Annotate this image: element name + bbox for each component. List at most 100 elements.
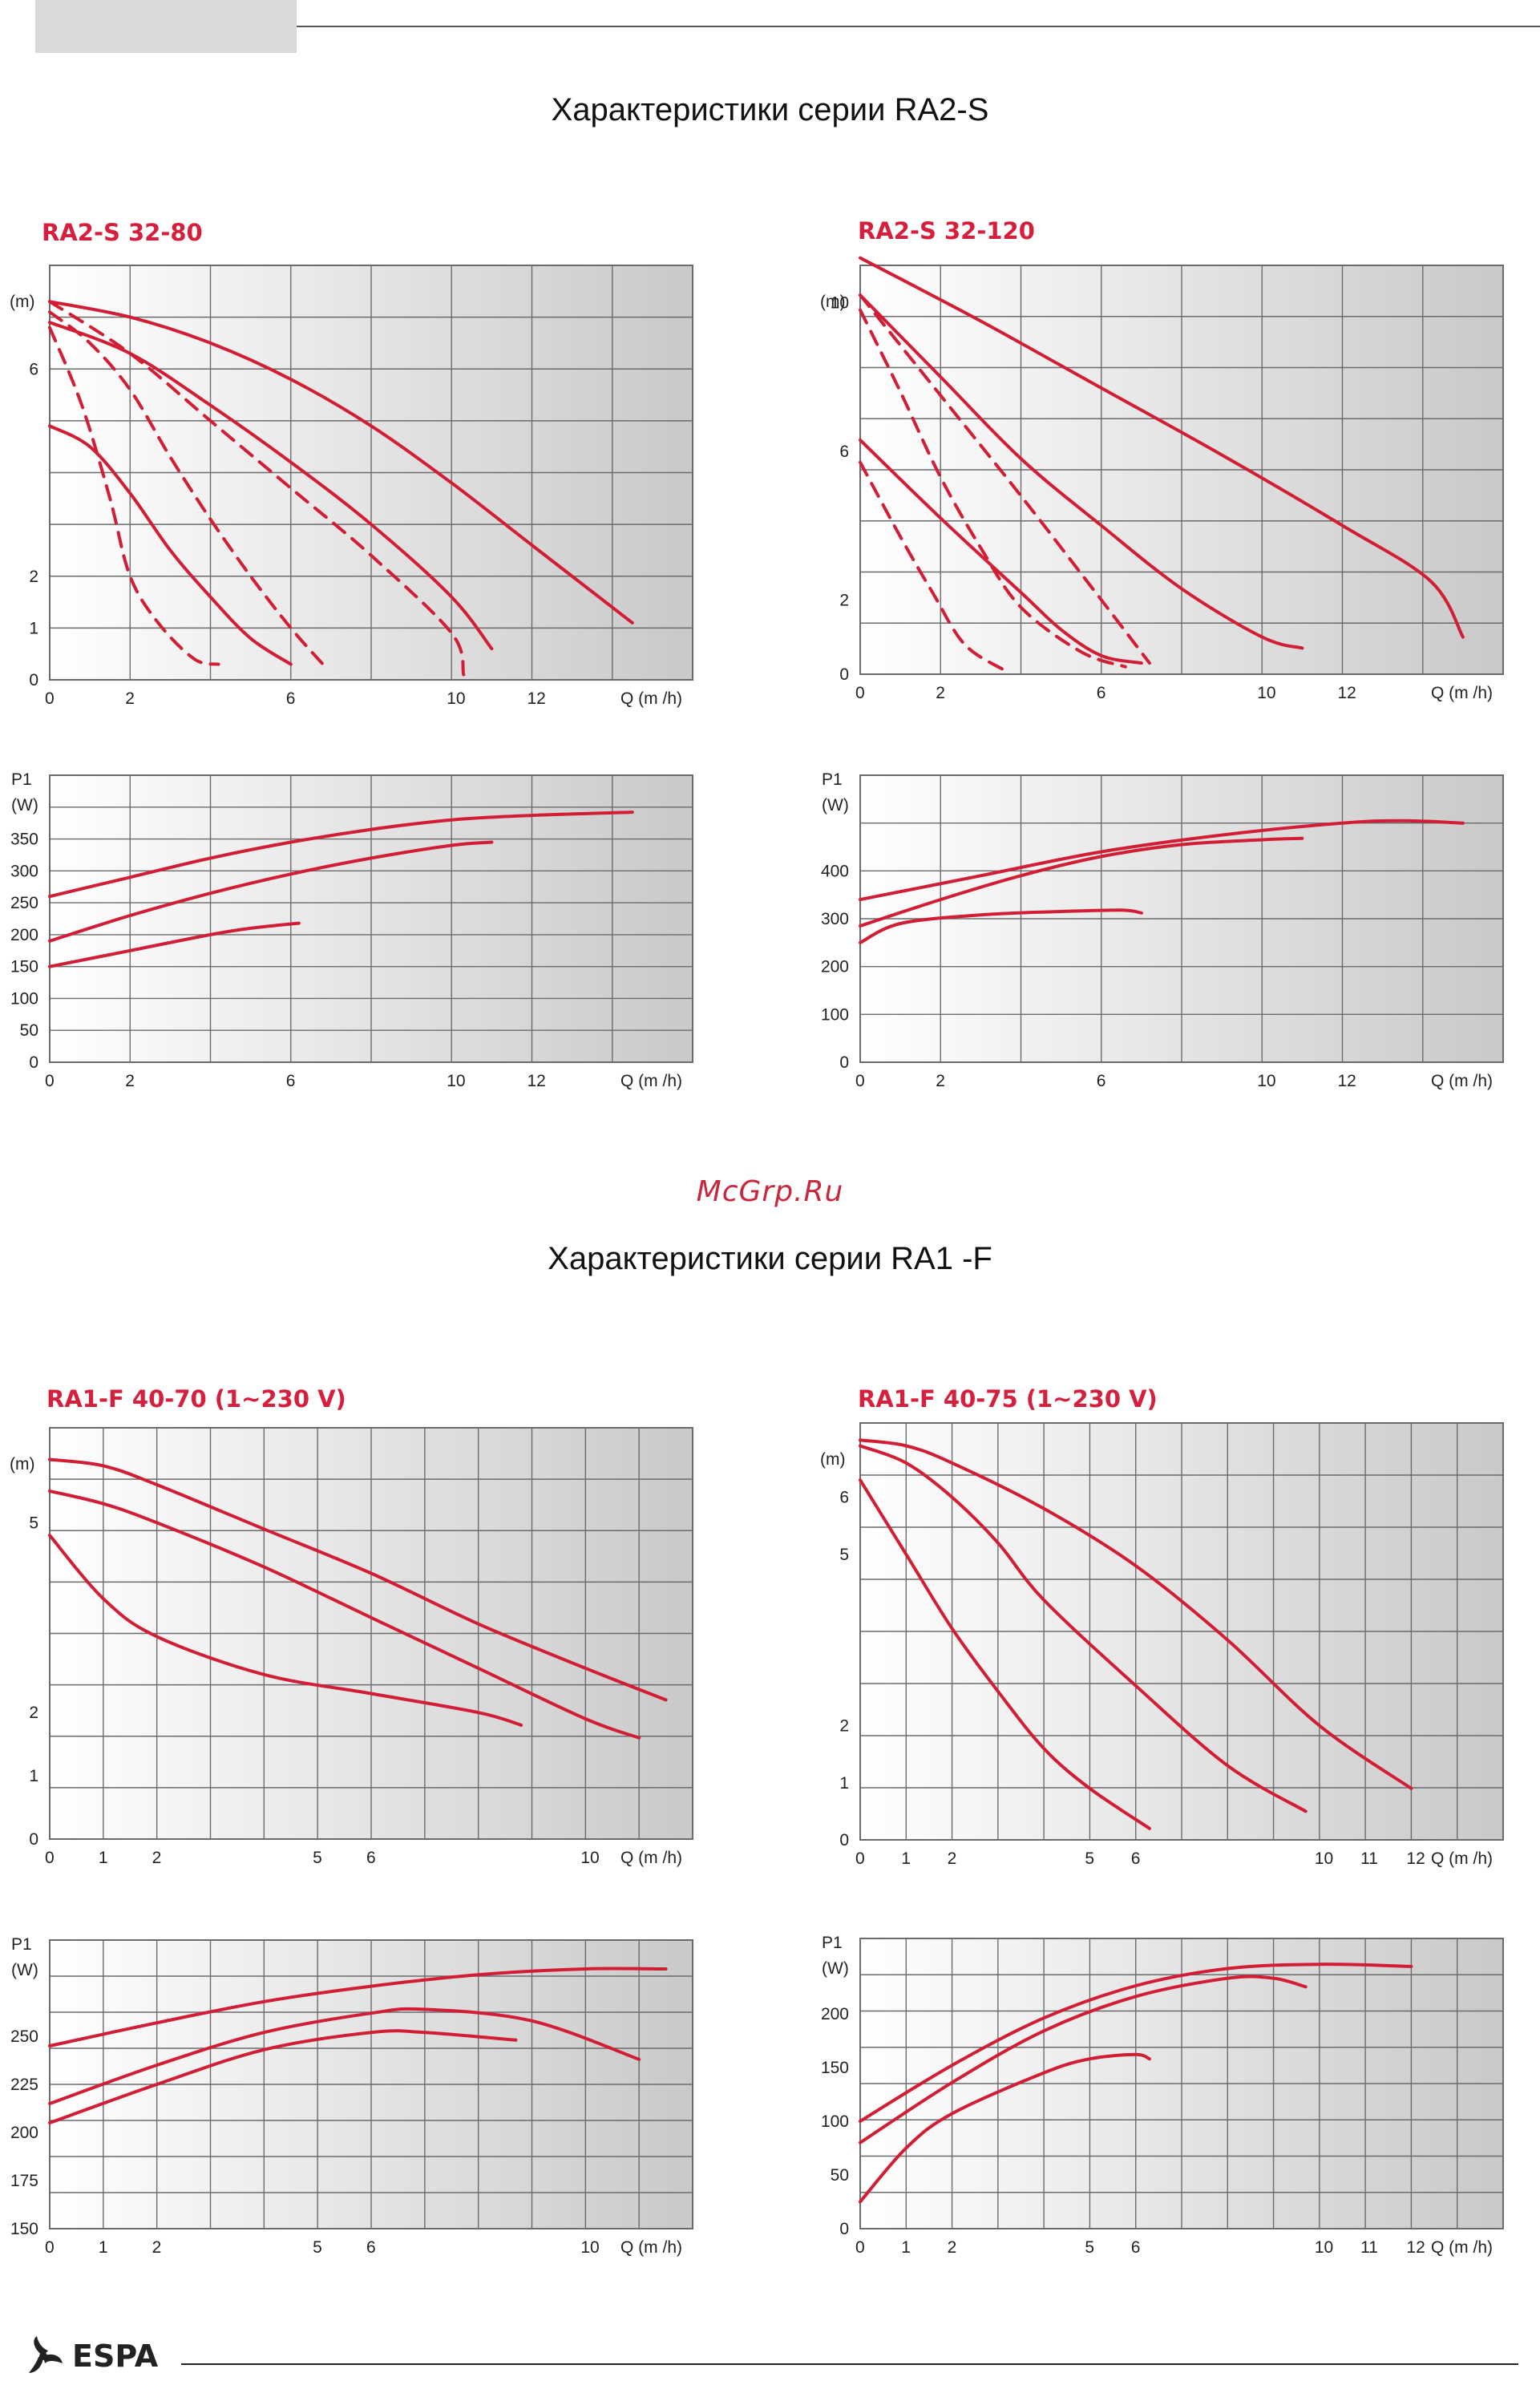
chart-model-title: RA2-S 32-80 xyxy=(42,219,203,246)
series-curve-2 xyxy=(859,2052,1151,2204)
x-tick-label: 5 xyxy=(313,1849,322,1867)
y-tick-label: 5 xyxy=(839,1546,849,1564)
y-axis-label: P1 xyxy=(822,770,843,789)
series-curve-2 xyxy=(48,921,301,968)
series-curve-2 xyxy=(48,424,293,666)
x-tick-label: 11 xyxy=(1360,2238,1378,2257)
y-tick-label: 300 xyxy=(10,862,38,880)
series-curve-3-dashed xyxy=(859,293,1151,665)
x-tick-label: 6 xyxy=(366,2238,376,2257)
x-tick-label: 1 xyxy=(99,1849,108,1867)
x-tick-label: 0 xyxy=(45,2238,55,2257)
x-tick-label: 6 xyxy=(1097,684,1106,702)
series-curve-0 xyxy=(48,300,634,625)
y-tick-label: 50 xyxy=(831,2166,849,2185)
x-tick-label: 10 xyxy=(447,1072,465,1090)
y-tick-label: 225 xyxy=(10,2076,38,2094)
x-axis-label: Q (m /h) xyxy=(1431,684,1493,702)
y-tick-label: 1 xyxy=(839,1774,849,1793)
y-axis-label: (W) xyxy=(11,796,38,815)
chart-power-5: 0 1 2 5 6 10 Q (m /h) 150 175 200 225 250 P1 (W) xyxy=(10,1935,693,2257)
chart-power-1: 0 2 6 10 12 Q (m /h) 0 50 100 150 200 250 300 350 P1 (W… xyxy=(10,770,693,1090)
y-axis-label: (m) xyxy=(820,1450,845,1469)
chart-model-title: RA2-S 32-120 xyxy=(858,217,1035,245)
series-curve-1 xyxy=(48,840,494,943)
y-tick-label: 0 xyxy=(29,1830,38,1849)
y-tick-label: 150 xyxy=(10,2220,38,2238)
y-axis-label: P1 xyxy=(11,1935,32,1954)
x-tick-label: 5 xyxy=(313,2238,322,2257)
series-curve-2 xyxy=(859,908,1143,944)
series-curve-2 xyxy=(859,1478,1151,1830)
series-curve-0 xyxy=(859,256,1465,639)
y-tick-label: 0 xyxy=(29,1053,38,1072)
y-tick-label: 100 xyxy=(10,989,38,1008)
y-tick-label: 200 xyxy=(821,958,849,976)
series-curve-1 xyxy=(859,1444,1308,1813)
y-tick-label: 6 xyxy=(839,1489,849,1507)
y-tick-label: 200 xyxy=(10,926,38,944)
x-tick-label: 10 xyxy=(580,2238,599,2257)
x-tick-label: 12 xyxy=(1338,684,1356,702)
x-tick-label: 0 xyxy=(855,2238,865,2257)
y-tick-label: 200 xyxy=(821,2005,849,2023)
x-tick-label: 5 xyxy=(1085,1849,1094,1868)
x-tick-label: 12 xyxy=(1338,1072,1356,1090)
series-curve-4-dashed xyxy=(859,308,1127,669)
x-axis-label: Q (m /h) xyxy=(620,689,682,708)
y-tick-label: 0 xyxy=(839,665,849,684)
y-tick-label: 100 xyxy=(821,2112,849,2131)
x-tick-label: 0 xyxy=(855,684,865,702)
x-tick-label: 6 xyxy=(1131,2238,1141,2257)
series-curve-2 xyxy=(48,1534,523,1727)
x-tick-label: 0 xyxy=(855,1072,865,1090)
y-axis-label: (W) xyxy=(11,1961,38,1979)
y-tick-label: 250 xyxy=(10,2027,38,2046)
series-curve-1 xyxy=(859,1975,1308,2144)
y-tick-label: 300 xyxy=(821,910,849,928)
series-curve-0 xyxy=(859,1438,1413,1790)
series-curve-5-dashed xyxy=(859,460,1007,673)
x-tick-label: 1 xyxy=(99,2238,108,2257)
series-curve-0 xyxy=(859,1963,1413,2123)
x-tick-label: 12 xyxy=(1406,1849,1425,1868)
y-tick-label: 50 xyxy=(20,1021,38,1040)
section-title-ra1f: Характеристики серии RA1 -F xyxy=(548,1241,992,1276)
y-axis-label: P1 xyxy=(822,1934,843,1952)
series-curve-0 xyxy=(48,810,634,899)
y-tick-label: 100 xyxy=(821,1005,849,1024)
y-tick-label: 350 xyxy=(10,831,38,849)
y-tick-label: 2 xyxy=(29,568,38,586)
y-tick-label: 400 xyxy=(821,862,849,880)
y-tick-label: 150 xyxy=(10,958,38,976)
x-tick-label: 10 xyxy=(447,689,465,708)
y-tick-label: 10 xyxy=(831,293,849,312)
chart-power-3: 0 2 6 10 12 Q (m /h) 0 100 200 300 400 P1 (W) xyxy=(821,770,1504,1090)
x-tick-label: 0 xyxy=(45,1849,55,1867)
y-tick-label: 2 xyxy=(839,1717,849,1736)
series-curve-0 xyxy=(48,1457,668,1702)
y-tick-label: 0 xyxy=(839,1053,849,1072)
y-tick-label: 0 xyxy=(839,2220,849,2238)
footer-rule xyxy=(181,2363,1518,2365)
y-tick-label: 2 xyxy=(29,1704,38,1722)
chart-head-6: RA1-F 40-75 (1~230 V)0 1 2 5 6 10 11 12 Q (m /h)… xyxy=(820,1385,1504,1868)
y-axis-label: (m) xyxy=(820,293,845,311)
y-axis-label: (m) xyxy=(10,1455,34,1473)
series-curve-0 xyxy=(859,819,1465,902)
x-tick-label: 2 xyxy=(152,1849,162,1867)
y-tick-label: 2 xyxy=(839,591,849,609)
y-tick-label: 5 xyxy=(29,1514,38,1532)
x-tick-label: 2 xyxy=(936,1072,945,1090)
series-curve-5-dashed xyxy=(48,325,220,666)
x-tick-label: 6 xyxy=(1097,1072,1106,1090)
x-tick-label: 2 xyxy=(948,1849,957,1868)
x-tick-label: 12 xyxy=(527,1072,546,1090)
x-tick-label: 2 xyxy=(936,684,945,702)
header-tab xyxy=(35,0,297,53)
x-tick-label: 10 xyxy=(1315,1849,1333,1868)
x-tick-label: 2 xyxy=(152,2238,162,2257)
